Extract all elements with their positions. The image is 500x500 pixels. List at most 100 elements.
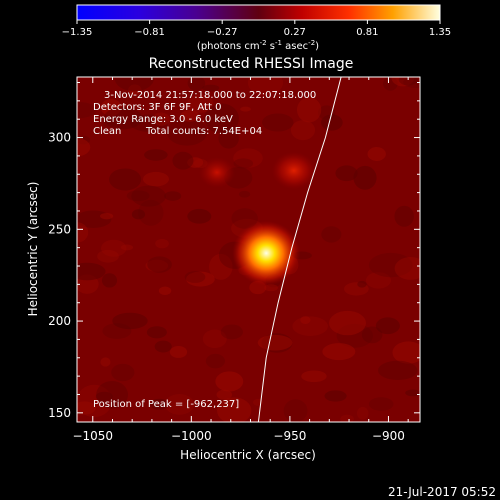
texture-blob — [394, 205, 414, 227]
texture-blob — [296, 97, 322, 123]
texture-blob — [77, 102, 97, 119]
texture-blob — [353, 165, 377, 190]
texture-blob — [343, 282, 369, 296]
texture-blob — [300, 316, 311, 324]
texture-blob — [186, 271, 215, 287]
texture-blob — [204, 103, 239, 134]
texture-blob — [202, 329, 227, 349]
texture-blob — [218, 127, 240, 149]
y-tick-label: 150 — [48, 406, 71, 420]
texture-blob — [169, 346, 188, 358]
x-tick-label: −900 — [372, 429, 405, 443]
texture-blob — [100, 212, 114, 220]
axis-ticks: −1050 −1000 −950 −900 150 200 250 300 — [48, 77, 420, 443]
colorbar-ticks: −1.35 −0.81 −0.27 0.27 0.81 1.35 — [62, 20, 451, 38]
texture-blob — [114, 77, 155, 92]
texture-blob — [233, 158, 254, 169]
texture-blob — [101, 273, 118, 288]
texture-blob — [215, 371, 244, 392]
texture-blob — [321, 114, 343, 131]
texture-blob — [405, 389, 420, 397]
texture-blob — [356, 406, 369, 420]
texture-blob — [109, 168, 142, 191]
texture-blob — [155, 238, 169, 249]
texture-blob — [217, 397, 252, 422]
texture-blob — [365, 272, 392, 289]
texture-blob — [220, 324, 243, 340]
texture-blob — [187, 77, 206, 91]
texture-blob — [187, 94, 214, 113]
texture-blob — [154, 340, 172, 353]
map-texture — [77, 77, 420, 422]
texture-blob — [403, 77, 420, 89]
colorbar-gradient — [76, 4, 441, 21]
colorbar-tick-label: −1.35 — [62, 27, 93, 38]
texture-blob — [77, 210, 112, 228]
texture-blob — [398, 77, 418, 86]
texture-blob — [180, 110, 200, 122]
x-tick-label: −950 — [273, 429, 306, 443]
texture-blob — [231, 208, 258, 229]
secondary-source — [198, 157, 235, 188]
texture-blob — [257, 334, 293, 351]
colorbar-tick-label: −0.27 — [207, 27, 238, 38]
texture-blob — [158, 286, 172, 295]
x-tick-label: −1050 — [72, 429, 113, 443]
texture-blob — [247, 77, 284, 96]
texture-blob — [138, 199, 164, 226]
texture-blob — [283, 399, 308, 422]
texture-blob — [131, 209, 146, 220]
texture-blob — [128, 84, 142, 96]
texture-blob — [147, 256, 172, 273]
texture-blob — [150, 398, 169, 410]
texture-blob — [205, 353, 226, 369]
texture-blob — [383, 77, 398, 91]
texture-blob — [290, 120, 316, 141]
texture-blob — [164, 191, 182, 201]
texture-blob — [77, 138, 91, 157]
texture-blob — [102, 118, 117, 128]
y-tick-label: 200 — [48, 314, 71, 328]
texture-blob — [184, 271, 206, 283]
colorbar-tick-label: 0.27 — [284, 27, 306, 38]
texture-blob — [96, 380, 129, 409]
texture-blob — [130, 114, 169, 132]
texture-blob — [144, 149, 168, 161]
texture-blob — [321, 226, 342, 243]
texture-blob — [131, 185, 166, 207]
texture-blob — [335, 165, 358, 182]
x-tick-label: −1000 — [171, 429, 212, 443]
texture-blob — [145, 259, 169, 272]
texture-blob — [233, 148, 263, 168]
texture-blob — [292, 316, 328, 336]
texture-blob — [101, 239, 127, 257]
texture-blob — [324, 390, 347, 402]
colorbar-tick-label: 1.35 — [429, 27, 451, 38]
texture-blob — [252, 398, 264, 406]
texture-blob — [100, 357, 111, 367]
colorbar-tick-label: −0.81 — [134, 27, 165, 38]
secondary-source — [271, 151, 316, 190]
texture-blob — [142, 171, 170, 187]
texture-blob — [262, 113, 294, 132]
x-axis-label: Heliocentric X (arcsec) — [180, 448, 316, 462]
texture-blob — [77, 262, 106, 281]
texture-blob — [164, 393, 195, 415]
texture-blob — [146, 326, 167, 339]
image-map — [77, 77, 420, 422]
texture-blob — [100, 98, 122, 116]
info-clean: Clean — [93, 126, 121, 137]
y-tick-label: 300 — [48, 131, 71, 145]
texture-blob — [152, 112, 170, 126]
plot-frame — [76, 76, 421, 423]
texture-blob — [238, 190, 251, 198]
plot-title: Reconstructed RHESSI Image — [149, 56, 354, 72]
texture-blob — [394, 257, 420, 280]
texture-blob — [187, 208, 212, 224]
info-detectors: Detectors: 3F 6F 9F, Att 0 — [93, 102, 221, 113]
info-total-counts: Total counts: 7.54E+04 — [145, 126, 262, 137]
texture-blob — [77, 222, 89, 243]
texture-blob — [322, 343, 356, 361]
texture-blob — [172, 151, 194, 170]
